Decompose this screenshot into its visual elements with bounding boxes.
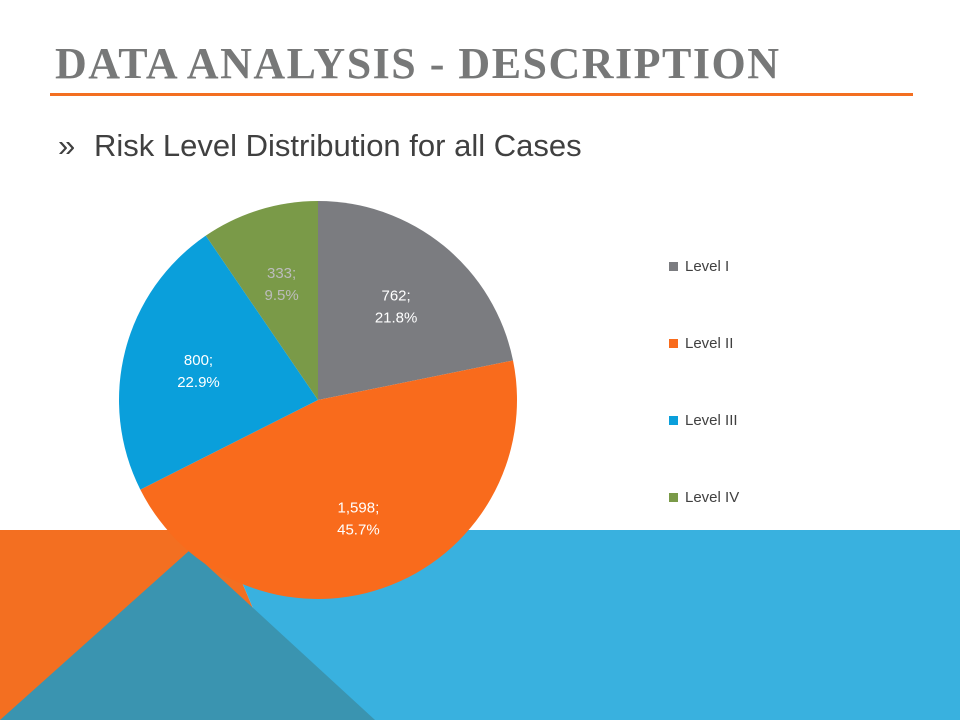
title-underline xyxy=(50,93,913,96)
data-label-level-iv: 333; 9.5% xyxy=(264,265,298,304)
pie-slice-level-iii xyxy=(119,235,318,490)
data-label-value: 333; xyxy=(267,265,296,282)
data-label-percent: 22.9% xyxy=(177,374,220,391)
legend-swatch xyxy=(669,416,678,425)
pie-slice-level-i xyxy=(318,201,514,400)
legend-swatch xyxy=(669,262,678,271)
bullet-text: Risk Level Distribution for all Cases xyxy=(94,128,582,163)
legend-label: Level IV xyxy=(685,489,740,506)
legend-swatch xyxy=(669,493,678,502)
data-label-value: 1,598; xyxy=(338,500,380,517)
pie-slice-level-ii xyxy=(140,360,518,599)
bullet-marker: » xyxy=(58,128,76,163)
legend-item-level-iv: Level IV xyxy=(669,489,739,506)
data-label-percent: 9.5% xyxy=(264,287,298,304)
legend-label: Level III xyxy=(685,412,738,429)
legend-label: Level II xyxy=(685,335,734,352)
legend-swatch xyxy=(669,339,678,348)
data-label-level-i: 762; 21.8% xyxy=(375,288,418,327)
dark-blue-triangle xyxy=(0,550,375,720)
legend-item-level-i: Level I xyxy=(669,258,729,275)
data-label-percent: 45.7% xyxy=(337,522,380,539)
pie-slice-level-iv xyxy=(205,201,318,400)
data-label-level-ii: 1,598; 45.7% xyxy=(337,500,380,539)
legend-item-level-iii: Level III xyxy=(669,412,738,429)
data-label-percent: 21.8% xyxy=(375,310,418,327)
slide-title: DATA ANALYSIS - DESCRIPTION xyxy=(55,39,781,88)
legend-item-level-ii: Level II xyxy=(669,335,733,352)
data-label-value: 762; xyxy=(381,288,410,305)
data-label-level-iii: 800; 22.9% xyxy=(177,352,220,391)
data-label-value: 800; xyxy=(184,352,213,369)
bullet-point: » Risk Level Distribution for all Cases xyxy=(58,128,582,164)
legend-label: Level I xyxy=(685,258,730,275)
